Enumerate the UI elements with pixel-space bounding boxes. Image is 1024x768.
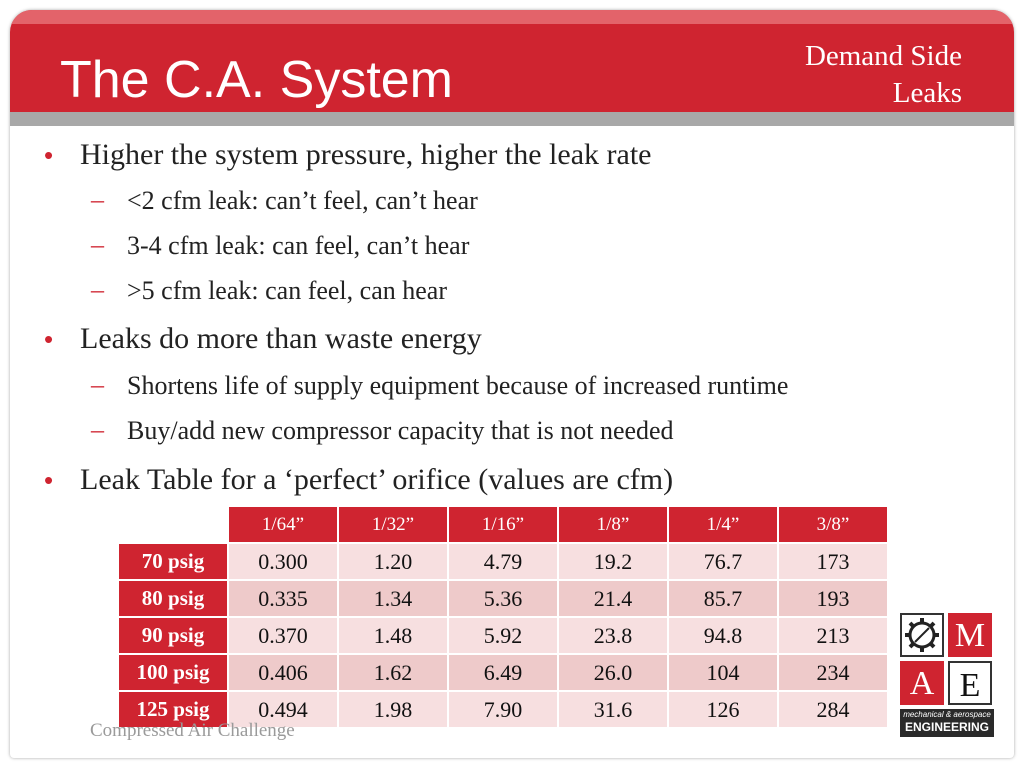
column-header: 1/64” — [228, 507, 339, 544]
gear-icon — [900, 613, 944, 657]
table-cell: 234 — [778, 654, 889, 692]
dash-icon: – — [91, 230, 104, 259]
table-cell: 0.370 — [228, 617, 339, 655]
table-cell: 0.300 — [228, 543, 339, 581]
table-cell: 193 — [778, 580, 889, 618]
bullet-item: • Higher the system pressure, higher the… — [44, 137, 652, 173]
mae-logo: M A E mechanical & aerospace ENGINEERING — [900, 613, 994, 737]
gear-icon-graphic — [905, 618, 939, 652]
bullet-text: Leaks do more than waste energy — [80, 322, 482, 355]
table-cell: 284 — [778, 691, 889, 729]
column-header: 1/8” — [558, 507, 669, 544]
title-bar: The C.A. System Demand Side Leaks — [10, 10, 1014, 112]
column-header: 1/32” — [338, 507, 449, 544]
table-cell: 1.34 — [338, 580, 449, 618]
logo-letter-m: M — [948, 613, 992, 657]
table-cell: 0.494 — [228, 691, 339, 729]
sub-bullet-item: – <2 cfm leak: can’t feel, can’t hear — [91, 185, 478, 217]
table-cell: 23.8 — [558, 617, 669, 655]
sub-bullet-item: – 3-4 cfm leak: can feel, can’t hear — [91, 230, 470, 262]
table-cell: 5.92 — [448, 617, 559, 655]
dash-icon: – — [91, 275, 104, 304]
logo-caption: mechanical & aerospace ENGINEERING — [900, 709, 994, 737]
dash-icon: – — [91, 185, 104, 214]
table-corner-cell — [119, 507, 229, 544]
dash-icon: – — [91, 415, 104, 444]
table-cell: 104 — [668, 654, 779, 692]
table-row: 100 psig 0.406 1.62 6.49 26.0 104 234 — [119, 654, 889, 692]
section-line-2: Leaks — [892, 77, 962, 109]
table-cell: 26.0 — [558, 654, 669, 692]
table-cell: 94.8 — [668, 617, 779, 655]
section-line-1: Demand Side — [804, 40, 962, 72]
table-cell: 0.335 — [228, 580, 339, 618]
row-header: 90 psig — [119, 617, 229, 655]
sub-bullet-text: >5 cfm leak: can feel, can hear — [127, 276, 447, 305]
bullet-item: • Leak Table for a ‘perfect’ orifice (va… — [44, 462, 674, 498]
column-header: 1/4” — [668, 507, 779, 544]
table-cell: 1.98 — [338, 691, 449, 729]
table-cell: 1.62 — [338, 654, 449, 692]
sub-bullet-text: <2 cfm leak: can’t feel, can’t hear — [127, 186, 478, 215]
logo-caption-line-2: ENGINEERING — [904, 720, 989, 734]
table-cell: 31.6 — [558, 691, 669, 729]
row-header: 125 psig — [119, 691, 229, 729]
sub-bullet-item: – Shortens life of supply equipment beca… — [91, 370, 789, 402]
sub-bullet-item: – >5 cfm leak: can feel, can hear — [91, 275, 447, 307]
table-cell: 7.90 — [448, 691, 559, 729]
table-cell: 85.7 — [668, 580, 779, 618]
table-row: 125 psig 0.494 1.98 7.90 31.6 126 284 — [119, 691, 889, 729]
table-cell: 76.7 — [668, 543, 779, 581]
bullet-text: Higher the system pressure, higher the l… — [80, 138, 652, 171]
column-header: 3/8” — [778, 507, 889, 544]
bullet-dot-icon: • — [44, 140, 54, 170]
logo-letter-a: A — [900, 661, 944, 705]
logo-caption-line-1: mechanical & aerospace — [903, 710, 991, 719]
table-cell: 0.406 — [228, 654, 339, 692]
table-cell: 6.49 — [448, 654, 559, 692]
table-cell: 1.20 — [338, 543, 449, 581]
table-cell: 1.48 — [338, 617, 449, 655]
table-header-row: 1/64” 1/32” 1/16” 1/8” 1/4” 3/8” — [119, 507, 889, 544]
column-header: 1/16” — [448, 507, 559, 544]
bullet-item: • Leaks do more than waste energy — [44, 321, 482, 357]
row-header: 80 psig — [119, 580, 229, 618]
section-label: Demand Side Leaks — [805, 38, 962, 112]
bullet-dot-icon: • — [44, 465, 54, 495]
header-divider — [10, 112, 1014, 126]
table-cell: 173 — [778, 543, 889, 581]
logo-letter-e: E — [948, 661, 992, 705]
sub-bullet-text: Shortens life of supply equipment becaus… — [127, 371, 789, 400]
table-row: 70 psig 0.300 1.20 4.79 19.2 76.7 173 — [119, 543, 889, 581]
table-row: 80 psig 0.335 1.34 5.36 21.4 85.7 193 — [119, 580, 889, 618]
row-header: 70 psig — [119, 543, 229, 581]
sub-bullet-item: – Buy/add new compressor capacity that i… — [91, 415, 674, 447]
sub-bullet-text: 3-4 cfm leak: can feel, can’t hear — [127, 231, 470, 260]
dash-icon: – — [91, 370, 104, 399]
table-cell: 126 — [668, 691, 779, 729]
page-title: The C.A. System — [60, 51, 453, 109]
leak-table: 1/64” 1/32” 1/16” 1/8” 1/4” 3/8” 70 psig… — [119, 507, 889, 729]
table-cell: 213 — [778, 617, 889, 655]
table-cell: 4.79 — [448, 543, 559, 581]
table-cell: 19.2 — [558, 543, 669, 581]
row-header: 100 psig — [119, 654, 229, 692]
footer-text: Compressed Air Challenge — [90, 720, 295, 741]
sub-bullet-text: Buy/add new compressor capacity that is … — [127, 416, 674, 445]
bullet-dot-icon: • — [44, 324, 54, 354]
table-cell: 5.36 — [448, 580, 559, 618]
table-cell: 21.4 — [558, 580, 669, 618]
table-row: 90 psig 0.370 1.48 5.92 23.8 94.8 213 — [119, 617, 889, 655]
bullet-text: Leak Table for a ‘perfect’ orifice (valu… — [80, 463, 674, 496]
